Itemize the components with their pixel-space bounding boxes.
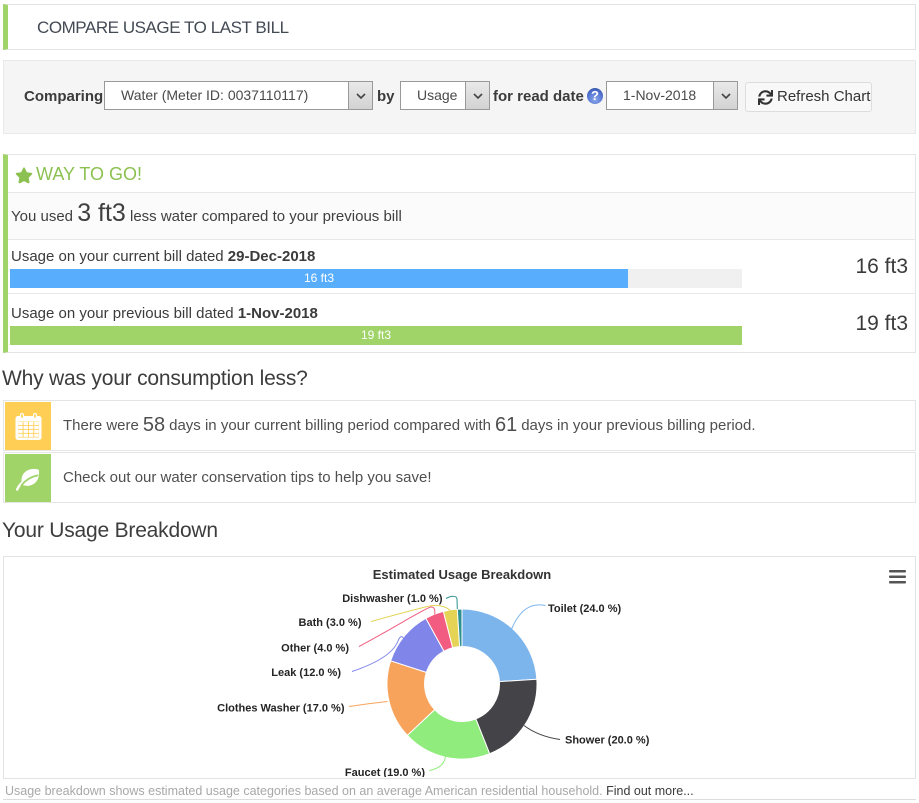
svg-text:Shower (20.0 %): Shower (20.0 %) — [565, 735, 650, 747]
svg-text:Toilet (24.0 %): Toilet (24.0 %) — [548, 603, 621, 615]
svg-text:Leak (12.0 %): Leak (12.0 %) — [271, 667, 341, 679]
svg-text:Bath (3.0 %): Bath (3.0 %) — [299, 617, 362, 629]
svg-text:Other (4.0 %): Other (4.0 %) — [281, 643, 349, 655]
svg-text:Dishwasher (1.0 %): Dishwasher (1.0 %) — [342, 593, 443, 605]
svg-text:Faucet (19.0 %): Faucet (19.0 %) — [345, 767, 425, 777]
svg-text:Estimated Usage Breakdown: Estimated Usage Breakdown — [373, 567, 552, 582]
svg-text:Clothes Washer (17.0 %): Clothes Washer (17.0 %) — [217, 703, 345, 715]
